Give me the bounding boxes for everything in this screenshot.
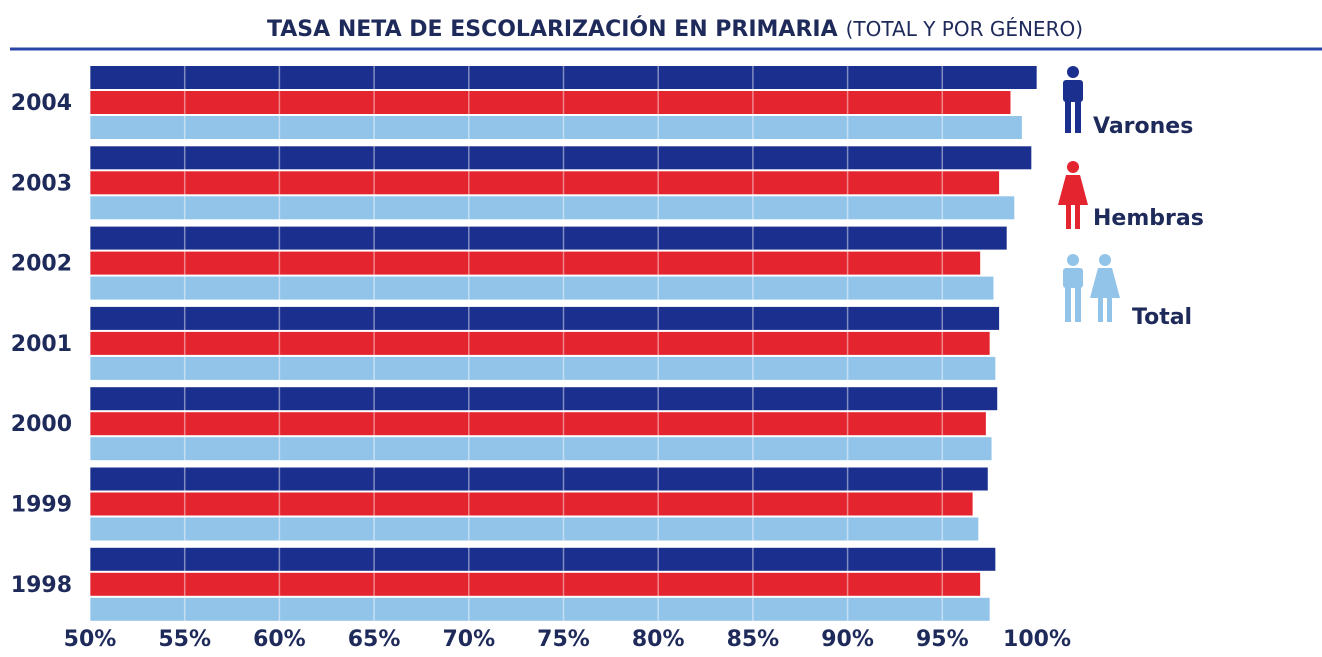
bar (90, 598, 990, 621)
y-tick-label: 1999 (11, 493, 72, 518)
bar (90, 548, 995, 571)
bar (90, 91, 1010, 114)
chart-heading: TASA NETA DE ESCOLARIZACIÓN EN PRIMARIA (… (267, 16, 1083, 42)
legend-icons (1058, 66, 1120, 322)
chart-subtitle: (TOTAL Y POR GÉNERO) (846, 17, 1083, 41)
x-tick-label: 100% (1003, 627, 1071, 652)
bar (90, 493, 973, 516)
legend-label: Total (1132, 305, 1192, 330)
bar (90, 332, 990, 355)
bar (90, 227, 1007, 250)
bar (90, 387, 997, 410)
y-tick-label: 2003 (11, 171, 72, 196)
bar (90, 307, 999, 330)
y-tick-label: 2001 (11, 332, 72, 357)
bar (90, 252, 980, 275)
icon-male (1063, 66, 1083, 133)
x-tick-label: 95% (916, 627, 969, 652)
y-tick-label: 1998 (11, 573, 72, 598)
bar (90, 412, 986, 435)
chart-title: TASA NETA DE ESCOLARIZACIÓN EN PRIMARIA (267, 16, 838, 42)
bar (90, 116, 1022, 139)
legend-label: Varones (1093, 114, 1193, 139)
bar (90, 196, 1014, 219)
bar (90, 573, 980, 596)
legend-label: Hembras (1093, 206, 1204, 231)
bar (90, 468, 988, 491)
x-tick-label: 65% (348, 627, 401, 652)
icon-total (1063, 254, 1120, 322)
x-tick-label: 70% (442, 627, 495, 652)
bar (90, 171, 999, 194)
bar (90, 437, 992, 460)
bar (90, 357, 995, 380)
bar (90, 518, 978, 541)
y-tick-label: 2000 (11, 412, 72, 437)
x-tick-label: 55% (158, 627, 211, 652)
y-tick-label: 2004 (11, 91, 72, 116)
y-tick-label: 2002 (11, 252, 72, 277)
x-tick-label: 50% (64, 627, 117, 652)
x-tick-label: 80% (632, 627, 685, 652)
bar (90, 277, 993, 300)
x-tick-label: 90% (821, 627, 874, 652)
x-tick-label: 85% (727, 627, 780, 652)
bar (90, 146, 1031, 169)
icon-female (1058, 161, 1088, 229)
x-tick-label: 60% (253, 627, 306, 652)
chart: TASA NETA DE ESCOLARIZACIÓN EN PRIMARIA (… (0, 0, 1322, 657)
x-tick-label: 75% (537, 627, 590, 652)
